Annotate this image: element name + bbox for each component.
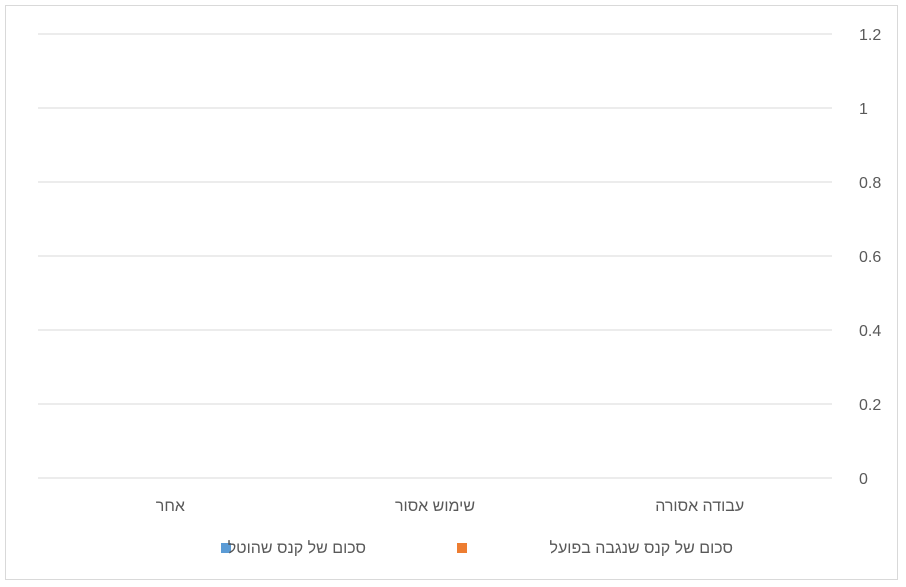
y-tick-label: 0.8 [859,175,881,192]
chart-area: 0 0.2 0.4 0.6 0.8 1 1.2 עבודה אסורה שימוש אסור א… [5,5,898,580]
gridlines [38,33,832,479]
y-tick-label: 0 [859,471,868,488]
y-axis-ticks: 0 0.2 0.4 0.6 0.8 1 1.2 [859,27,881,488]
y-tick-label: 0.6 [859,249,881,266]
legend-swatch [457,543,467,553]
x-axis-categories: עבודה אסורה שימוש אסור אחר [156,498,744,515]
legend-swatch [221,543,231,553]
y-tick-label: 1.2 [859,27,881,44]
y-tick-label: 0.2 [859,397,881,414]
x-category-label: עבודה אסורה [655,498,744,515]
x-category-label: אחר [156,498,185,515]
legend: סכום של קנס שהוטל סכום של קנס שנגבה בפועל [221,539,733,557]
y-tick-label: 1 [859,101,868,118]
bar-chart: 0 0.2 0.4 0.6 0.8 1 1.2 עבודה אסורה שימוש אסור א… [38,27,881,557]
legend-label: סכום של קנס שנגבה בפועל [550,539,734,557]
legend-label: סכום של קנס שהוטל [228,539,366,557]
y-tick-label: 0.4 [859,323,881,340]
x-category-label: שימוש אסור [395,498,475,515]
